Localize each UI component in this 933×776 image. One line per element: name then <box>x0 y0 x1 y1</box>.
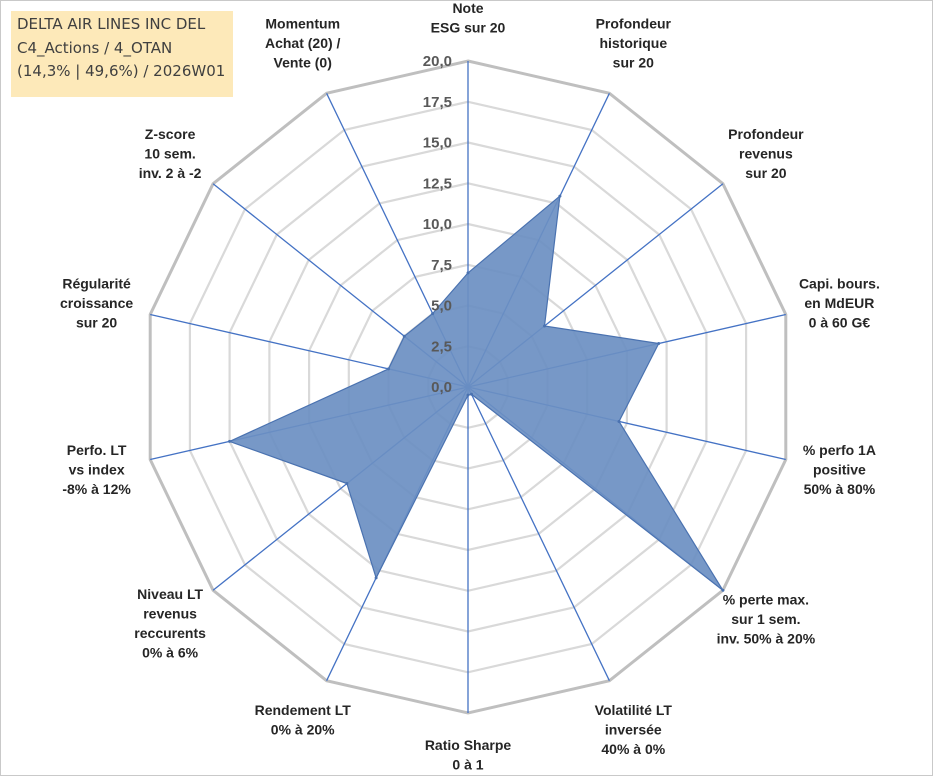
axis-label-line: -8% à 12% <box>62 481 131 497</box>
tick-label: 17,5 <box>423 94 452 111</box>
axis-label-line: Profondeur <box>596 16 672 32</box>
axis-label-line: ESG sur 20 <box>431 20 506 36</box>
tick-label: 12,5 <box>423 175 452 192</box>
axis-label-line: Régularité <box>62 276 131 292</box>
axis-label-line: historique <box>599 35 667 51</box>
axis-label: Volatilité LT inversée 40% à 0% <box>595 702 673 757</box>
axis-label-line: Rendement LT <box>255 702 352 718</box>
axis-label-line: reccurents <box>134 625 206 641</box>
axis-label-line: 50% à 80% <box>804 481 876 497</box>
axis-label-line: Capi. bours. <box>799 276 880 292</box>
axis-label-line: Profondeur <box>728 126 804 142</box>
data-point <box>466 271 470 275</box>
axis-label-line: inversée <box>605 722 662 738</box>
axis-label-line: revenus <box>739 145 793 161</box>
axis-label-line: en MdEUR <box>804 295 874 311</box>
chart-title-line: (14,3% | 49,6%) / 2026W01 <box>17 62 226 80</box>
tick-layer: 0,0 2,5 5,0 7,5 10,0 12,5 15,0 17,5 20,0 <box>423 53 452 396</box>
axis-label: % perte max. sur 1 sem. inv. 50% à 20% <box>717 592 816 647</box>
axis-label: Momentum Achat (20) / Vente (0) <box>265 16 341 71</box>
chart-title-line: C4_Actions / 4_OTAN <box>17 38 173 57</box>
data-point <box>617 420 621 423</box>
data-point <box>466 393 470 397</box>
axis-label-line: Note <box>452 1 483 16</box>
data-point <box>470 392 473 396</box>
axis-label: Perfo. LT vs index -8% à 12% <box>62 442 131 497</box>
axis-label: % perfo 1A positive 50% à 80% <box>803 442 876 497</box>
axis-label-line: Vente (0) <box>274 55 332 71</box>
axis-label-line: revenus <box>143 606 197 622</box>
axis-label-line: Volatilité LT <box>595 702 673 718</box>
axis-label-line: 10 sem. <box>144 145 195 161</box>
tick-label: 10,0 <box>423 216 452 233</box>
axis-label-line: % perte max. <box>723 592 809 608</box>
label-layer: Note ESG sur 20 Profondeur historique sur 20… <box>60 1 880 773</box>
data-point <box>374 576 378 580</box>
chart-title-line: DELTA AIR LINES INC DEL <box>17 15 206 33</box>
axis-label: Niveau LT revenus reccurents 0% à 6% <box>134 586 206 661</box>
axis-label: Profondeur revenus sur 20 <box>728 126 804 181</box>
axis-label-line: 0 à 60 G€ <box>809 315 871 331</box>
data-point <box>345 482 349 485</box>
axis-label-line: Achat (20) / <box>265 35 341 51</box>
axis-label-line: inv. 50% à 20% <box>717 631 816 647</box>
axis-label-line: Z-score <box>145 126 196 142</box>
data-layer <box>228 194 725 592</box>
data-point <box>558 194 562 198</box>
axis-label-line: sur 20 <box>613 55 654 71</box>
axis-label-line: positive <box>813 461 866 477</box>
axis-label-line: 0% à 6% <box>142 645 199 661</box>
axis-label: Note ESG sur 20 <box>431 1 506 36</box>
axis-label-line: 0% à 20% <box>271 722 335 738</box>
axis-label-line: croissance <box>60 295 133 311</box>
data-point <box>431 312 435 316</box>
tick-label: 20,0 <box>423 53 452 70</box>
axis-spoke <box>467 386 610 681</box>
axis-label-line: sur 20 <box>76 315 117 331</box>
axis-label-line: vs index <box>69 461 125 477</box>
axis-label-line: Momentum <box>265 16 340 32</box>
tick-label: 15,0 <box>423 135 452 152</box>
data-point <box>657 342 661 345</box>
tick-label: 2,5 <box>431 338 452 355</box>
axis-label: Capi. bours. en MdEUR 0 à 60 G€ <box>799 276 880 331</box>
data-point <box>721 588 725 592</box>
axis-label-line: Perfo. LT <box>67 442 127 458</box>
axis-label-line: Niveau LT <box>137 586 203 602</box>
axis-label: Rendement LT 0% à 20% <box>255 702 352 738</box>
tick-label: 7,5 <box>431 257 452 274</box>
axis-label-line: Ratio Sharpe <box>425 737 512 753</box>
data-point <box>402 334 406 338</box>
axis-label-line: % perfo 1A <box>803 442 876 458</box>
tick-label: 0,0 <box>431 379 452 396</box>
data-point <box>387 367 390 371</box>
data-point <box>543 324 546 328</box>
axis-label: Régularité croissance sur 20 <box>60 276 133 331</box>
axis-label-line: sur 20 <box>745 165 786 181</box>
axis-label-line: 0 à 1 <box>452 757 483 773</box>
axis-label-line: 40% à 0% <box>601 741 665 757</box>
axis-label: Profondeur historique sur 20 <box>596 16 672 71</box>
data-point <box>228 439 232 443</box>
axis-label: Z-score 10 sem. inv. 2 à -2 <box>139 126 202 181</box>
axis-label-line: sur 1 sem. <box>731 611 800 627</box>
chart-title-box: DELTA AIR LINES INC DEL C4_Actions / 4_O… <box>11 11 233 97</box>
tick-label: 5,0 <box>431 298 452 315</box>
axis-label: Ratio Sharpe 0 à 1 <box>425 737 512 773</box>
axis-label-line: inv. 2 à -2 <box>139 165 202 181</box>
